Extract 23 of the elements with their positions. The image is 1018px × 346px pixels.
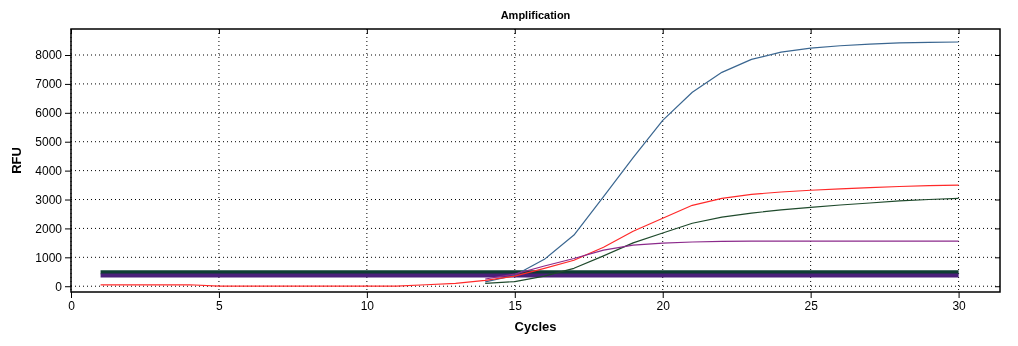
x-tick-label: 10 bbox=[360, 298, 375, 313]
chart-title: Amplification bbox=[500, 9, 571, 21]
line-series bbox=[484, 197, 960, 284]
y-tick-label: 1000 bbox=[35, 250, 63, 265]
x-tick-label: 25 bbox=[804, 298, 819, 313]
x-tick-label: 30 bbox=[952, 298, 967, 313]
y-tick-label: 2000 bbox=[35, 221, 63, 236]
line-series bbox=[484, 240, 960, 280]
x-tick-label: 5 bbox=[216, 298, 224, 313]
y-axis-title: RFU bbox=[9, 147, 24, 174]
x-tick-label: 0 bbox=[68, 298, 76, 313]
y-tick-label: 3000 bbox=[35, 192, 63, 207]
x-axis-title: Cycles bbox=[514, 319, 557, 334]
y-tick-label: 8000 bbox=[35, 48, 63, 63]
y-tick-label: 5000 bbox=[35, 135, 63, 150]
x-tick-label: 20 bbox=[656, 298, 671, 313]
y-tick-label: 7000 bbox=[35, 77, 63, 92]
line-series bbox=[99, 184, 960, 287]
y-tick-label: 6000 bbox=[35, 106, 63, 121]
y-tick-label: 0 bbox=[55, 279, 63, 294]
x-tick-label: 15 bbox=[508, 298, 523, 313]
line-series bbox=[484, 41, 960, 283]
y-tick-label: 4000 bbox=[35, 163, 63, 178]
